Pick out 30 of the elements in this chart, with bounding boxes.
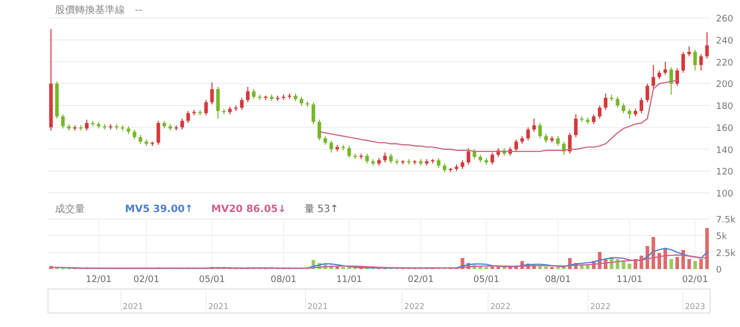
y-tick-label: 140: [716, 146, 734, 156]
y-tick-label: 200: [716, 80, 734, 90]
navigator: 2021 2021 2021 2022 2022 2022 2023: [48, 288, 710, 314]
chart-title: 成交量: [55, 203, 85, 215]
y-tick-label: 180: [716, 102, 734, 112]
x-tick-label: 11/01: [336, 275, 362, 285]
text: MV5 39.00↑: [125, 204, 194, 215]
text: 量 53↑: [304, 204, 339, 215]
chart-subtitle: --: [135, 5, 143, 16]
y-tick-label: 7.5k: [716, 216, 736, 226]
y-tick-label: 120: [716, 168, 734, 178]
chart-title: 股價轉換基準線: [55, 4, 125, 16]
x-tick-label: 05/01: [199, 275, 225, 285]
y-tick-label: 0: [716, 266, 722, 276]
x-tick-label: 02/01: [682, 275, 708, 285]
x-tick-label: 11/01: [616, 275, 642, 285]
text: MV20 86.05↓: [211, 204, 286, 215]
y-tick-label: 220: [716, 58, 734, 68]
x-tick-label: 02/01: [133, 275, 160, 285]
x-tick-label: 02/01: [408, 275, 434, 285]
y-tick-label: 2.5k: [716, 248, 736, 259]
y-tick-label: 5k: [716, 232, 728, 242]
y-tick-label: 260: [716, 14, 734, 24]
y-tick-label: 240: [716, 36, 734, 46]
y-tick-label: 100: [716, 190, 734, 200]
y-tick-label: 160: [716, 124, 734, 134]
x-tick-label: 12/01: [86, 275, 112, 285]
x-tick-label: 08/01: [544, 275, 571, 285]
x-tick-label: 08/01: [270, 275, 297, 285]
x-tick-label: 05/01: [473, 275, 500, 285]
